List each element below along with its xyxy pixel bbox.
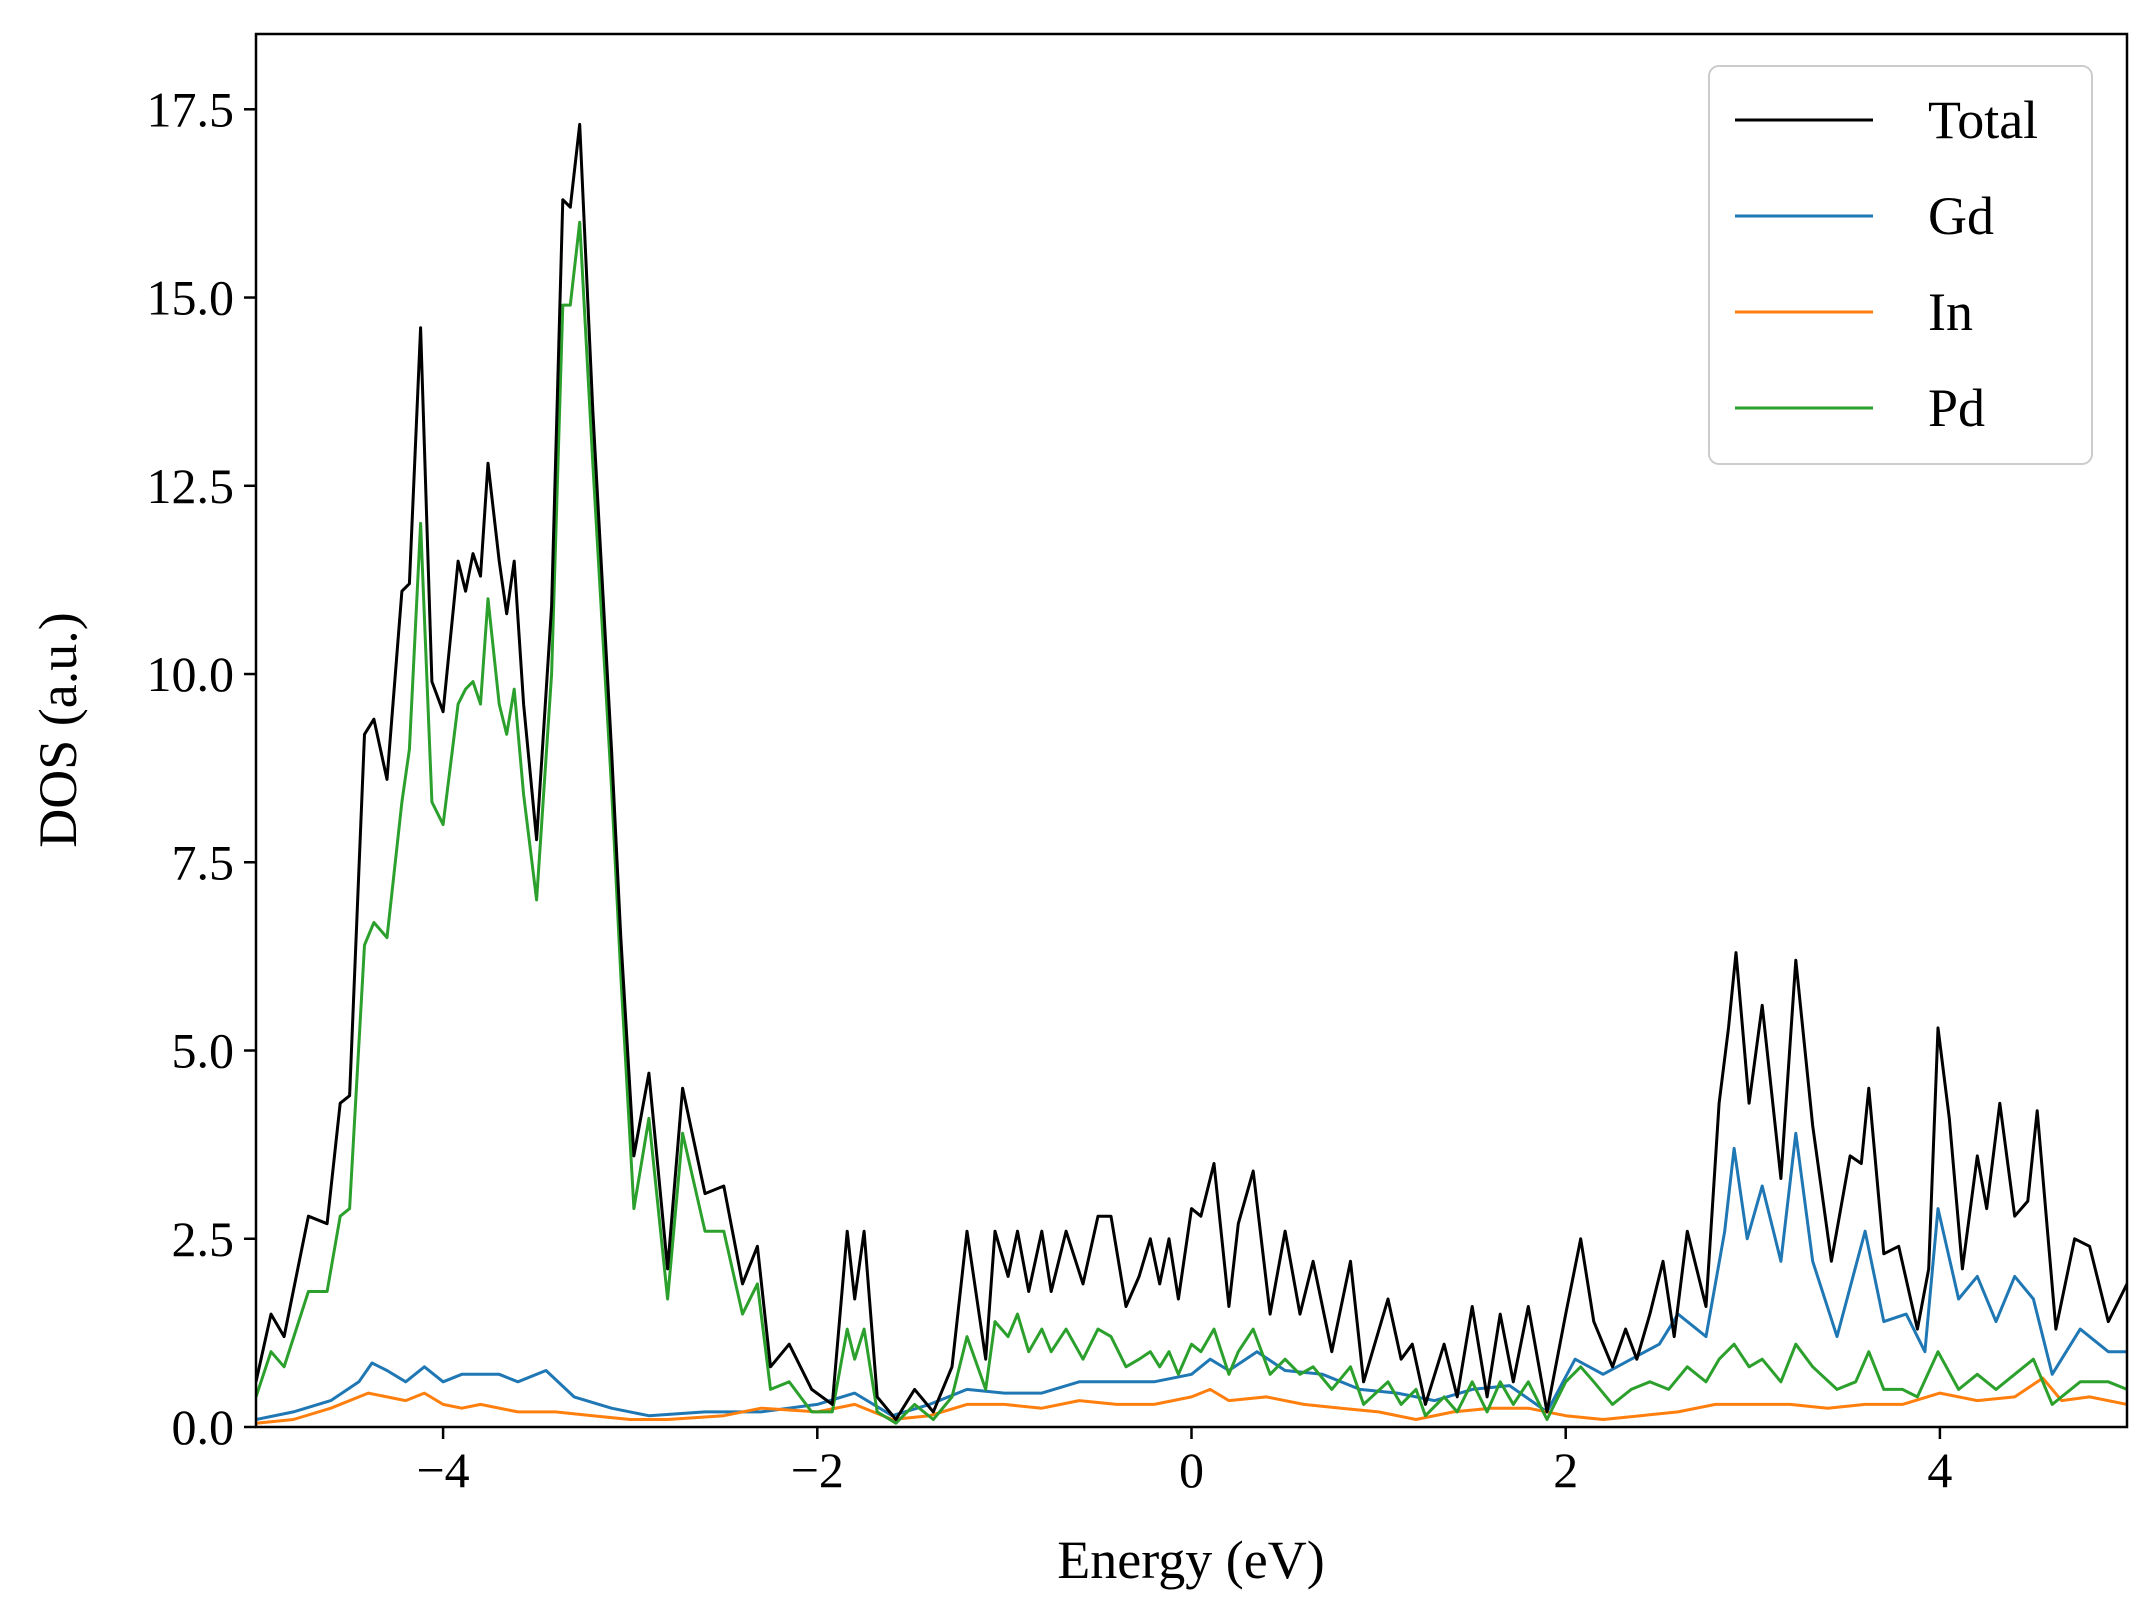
y-tick-label: 7.5 bbox=[172, 834, 235, 890]
legend: Total Gd In Pd bbox=[1708, 65, 2093, 465]
y-tick-label: 10.0 bbox=[147, 646, 235, 702]
x-tick-label: −2 bbox=[791, 1442, 844, 1498]
legend-frame bbox=[1708, 65, 2093, 465]
y-tick-label: 17.5 bbox=[147, 81, 235, 137]
x-tick-label: 4 bbox=[1927, 1442, 1952, 1498]
x-tick-label: −4 bbox=[416, 1442, 469, 1498]
y-axis-label: DOS (a.u.) bbox=[28, 612, 88, 847]
x-axis-label: Energy (eV) bbox=[1057, 1530, 1324, 1590]
y-tick-label: 15.0 bbox=[147, 270, 235, 326]
y-tick-label: 2.5 bbox=[172, 1211, 235, 1267]
legend-label-in: In bbox=[1928, 282, 1973, 342]
x-tick-label: 2 bbox=[1553, 1442, 1578, 1498]
x-tick-label: 0 bbox=[1179, 1442, 1204, 1498]
y-tick-label: 12.5 bbox=[147, 458, 235, 514]
legend-label-total: Total bbox=[1928, 90, 2038, 150]
legend-label-gd: Gd bbox=[1928, 186, 1994, 246]
y-tick-label: 5.0 bbox=[172, 1023, 235, 1079]
ticks-layer: −4 −2 0 2 4 0.0 2.5 5.0 7.5 10.0 12.5 15.0 17.5 bbox=[147, 81, 1953, 1498]
y-tick-label: 0.0 bbox=[172, 1399, 235, 1455]
series-layer bbox=[256, 122, 2127, 1425]
series-line-total bbox=[256, 122, 2127, 1421]
series-line-gd bbox=[256, 1131, 2127, 1421]
legend-label-pd: Pd bbox=[1928, 378, 1985, 438]
series-line-in bbox=[256, 1376, 2127, 1425]
series-line-pd bbox=[256, 220, 2127, 1425]
